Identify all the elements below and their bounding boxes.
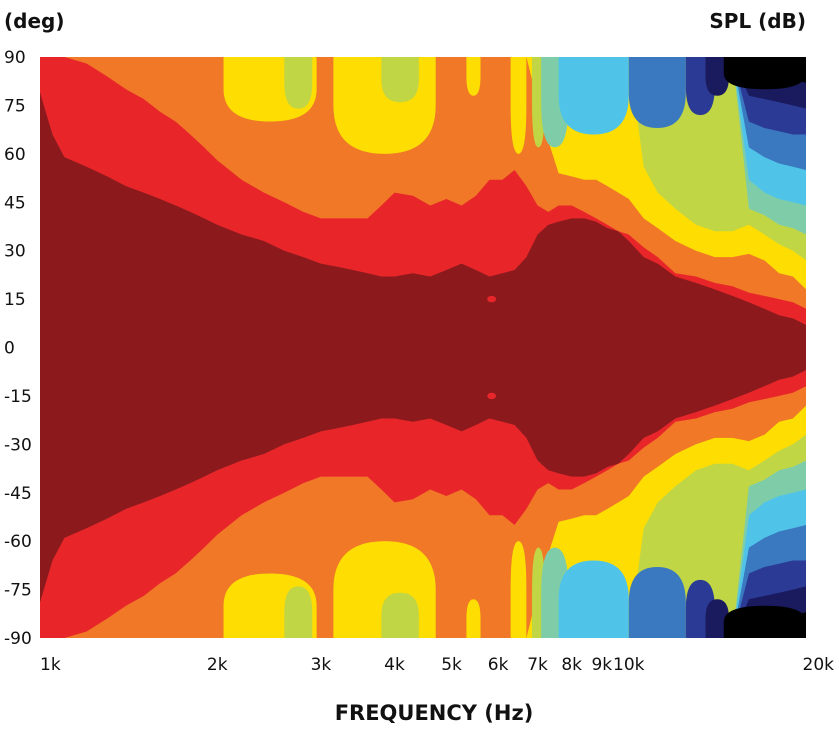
heatmap-island-14 (723, 57, 806, 90)
heatmap-island-7 (510, 541, 527, 638)
heatmap-island-14 (723, 605, 806, 638)
x-tick-label: 6k (488, 655, 509, 675)
colorbar-label: SPL (dB) (709, 9, 806, 33)
heatmap-island-11 (628, 57, 686, 129)
x-tick-label: 7k (527, 655, 548, 675)
x-tick-label: 2k (207, 655, 228, 675)
heatmap-island-7 (510, 57, 527, 154)
heatmap-island-2 (284, 586, 313, 638)
y-axis: 90 75 60 45 30 15 0 -15 -30 -45 -60 -75 -90 (4, 48, 32, 649)
x-tick-label: 20k (803, 655, 835, 675)
y-tick-label: 15 (4, 290, 26, 310)
x-tick-label: 8k (561, 655, 582, 675)
heatmap-island-11 (628, 566, 686, 638)
heatmap-island-10 (558, 560, 629, 638)
plot-area (40, 57, 806, 638)
heatmap-island-4 (381, 592, 419, 638)
x-tick-label: 9k (591, 655, 612, 675)
heatmap-band-0 (40, 92, 806, 603)
x-tick-label: 4k (384, 655, 405, 675)
heatmap-island-6 (466, 599, 481, 638)
x-axis: 1k 2k 3k 4k 5k 6k 7k 8k 9k 10k 20k (40, 655, 834, 675)
y-tick-label: -45 (4, 484, 32, 504)
x-tick-label: 5k (441, 655, 462, 675)
y-tick-label: 30 (4, 242, 26, 262)
heatmap-island-13 (705, 57, 730, 96)
y-tick-label: -75 (4, 581, 32, 601)
heatmap-island-2 (284, 57, 313, 109)
x-axis-label: FREQUENCY (Hz) (335, 701, 534, 725)
heatmap-island-0 (156, 57, 218, 80)
y-tick-label: -60 (4, 532, 32, 552)
y-tick-label: 0 (4, 339, 15, 359)
x-tick-label: 10k (613, 655, 645, 675)
y-tick-label: -90 (4, 629, 32, 649)
heatmap-island-0 (156, 615, 218, 638)
y-tick-label: 60 (4, 145, 26, 165)
heatmap-island-15 (487, 392, 497, 400)
y-tick-label: -15 (4, 387, 32, 407)
heatmap-island-6 (466, 57, 481, 96)
y-tick-label: 90 (4, 48, 26, 68)
x-tick-label: 3k (311, 655, 332, 675)
x-tick-label: 1k (40, 655, 61, 675)
heatmap-island-15 (487, 295, 497, 303)
y-tick-label: 75 (4, 96, 26, 116)
y-unit-label: (deg) (4, 9, 64, 33)
y-tick-label: -30 (4, 435, 32, 455)
heatmap-island-4 (381, 57, 419, 103)
heatmap-island-13 (705, 599, 730, 638)
heatmap-island-10 (558, 57, 629, 135)
y-tick-label: 45 (4, 193, 26, 213)
